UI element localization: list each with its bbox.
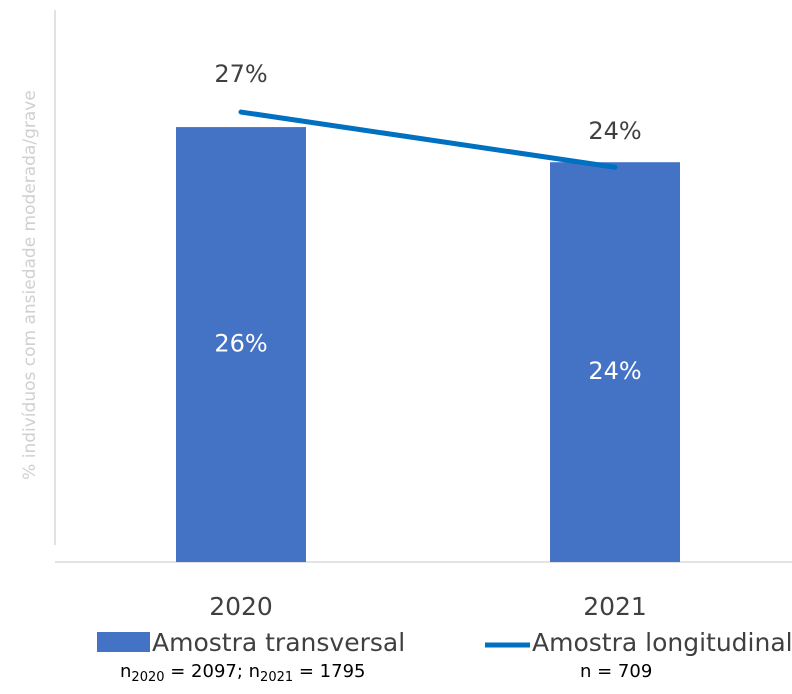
legend-note-part: n bbox=[120, 661, 131, 682]
legend-note-part: 2020 bbox=[131, 670, 164, 685]
legend-swatch bbox=[97, 632, 150, 652]
line-value-label: 27% bbox=[214, 60, 267, 88]
legend-label: Amostra transversal bbox=[152, 628, 405, 657]
legend-note: n2020 = 2097; n2021 = 1795 bbox=[120, 661, 365, 685]
bar-value-label: 24% bbox=[588, 357, 641, 385]
x-tick-label: 2020 bbox=[209, 592, 273, 621]
legend-note-part: = 2097; n bbox=[165, 661, 261, 682]
bar bbox=[550, 162, 680, 562]
line bbox=[238, 109, 618, 170]
legend-note-part: = 1795 bbox=[293, 661, 365, 682]
legend-note: n = 709 bbox=[580, 661, 652, 682]
bar-value-label: 26% bbox=[214, 330, 267, 358]
legend-note-part: n = 709 bbox=[580, 661, 652, 682]
legend-note-part: 2021 bbox=[260, 670, 293, 685]
y-axis-label: % indivíduos com ansiedade moderada/grav… bbox=[20, 90, 40, 480]
line-value-label: 24% bbox=[588, 117, 641, 145]
legend-label: Amostra longitudinal bbox=[532, 628, 792, 657]
x-tick-label: 2021 bbox=[583, 592, 647, 621]
bar bbox=[176, 127, 306, 562]
